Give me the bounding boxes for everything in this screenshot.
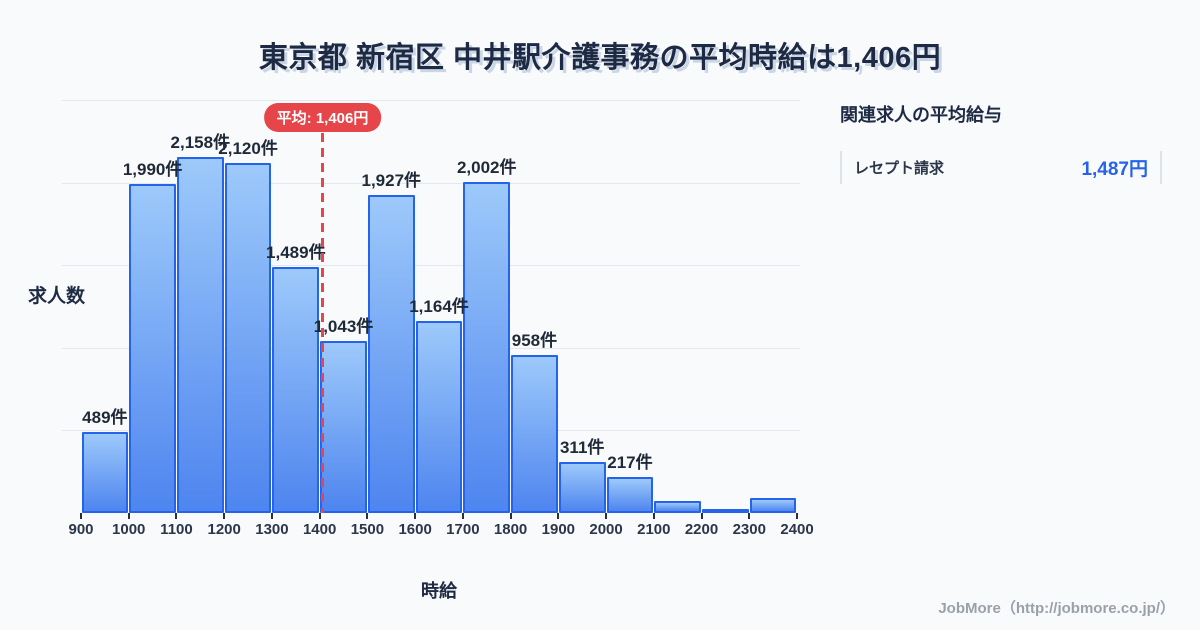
gridline bbox=[62, 182, 800, 184]
x-axis-tick-label: 1000 bbox=[112, 521, 146, 538]
histogram-bar bbox=[129, 184, 176, 513]
histogram-bar bbox=[511, 354, 558, 513]
x-axis-tick-label: 1800 bbox=[493, 521, 528, 538]
related-jobs-panel: 関連求人の平均給与 レセプト請求 1,487円 bbox=[840, 101, 1162, 184]
x-axis-tick-label: 2400 bbox=[780, 521, 814, 538]
x-axis-tick bbox=[318, 513, 321, 519]
gridline bbox=[62, 100, 800, 101]
x-axis-title: 時給 bbox=[421, 581, 457, 601]
histogram-bar bbox=[749, 498, 797, 513]
x-axis-tick bbox=[509, 513, 512, 519]
bar-value-label: 1,489件 bbox=[266, 243, 326, 263]
bar-value-label: 2,158件 bbox=[170, 132, 231, 152]
x-axis-tick bbox=[127, 513, 130, 519]
average-badge: 平均: 1,406円 bbox=[263, 103, 382, 132]
average-line bbox=[321, 133, 325, 513]
wage-histogram: 平均: 1,406円 489件 1,990件 2,158件 2,120件 1,489件 1… bbox=[28, 100, 814, 601]
histogram-bar bbox=[224, 162, 272, 513]
x-axis-tick bbox=[557, 513, 560, 519]
x-axis-tick-label: 2100 bbox=[637, 521, 671, 538]
bar-value-label: 311件 bbox=[559, 437, 605, 457]
x-axis-tick bbox=[270, 513, 273, 519]
bar-value-label: 1,043件 bbox=[313, 316, 374, 336]
x-axis-tick-label: 1900 bbox=[541, 521, 576, 538]
x-axis-tick-label: 2200 bbox=[684, 521, 719, 538]
x-axis-tick bbox=[461, 513, 464, 519]
bar-value-label: 217件 bbox=[607, 453, 653, 473]
histogram-bar bbox=[702, 509, 749, 513]
x-axis-tick-label: 1400 bbox=[302, 521, 337, 538]
x-axis-tick bbox=[700, 513, 703, 519]
histogram-bar bbox=[320, 340, 367, 513]
histogram-bar bbox=[606, 477, 654, 513]
x-axis-tick bbox=[80, 513, 82, 519]
related-job-label: レセプト請求 bbox=[854, 160, 945, 177]
bar-value-label: 1,164件 bbox=[409, 296, 469, 316]
x-axis-tick-label: 1300 bbox=[255, 521, 289, 538]
jobmore-credit: JobMore（http://jobmore.co.jp/） bbox=[938, 600, 1175, 617]
page-title: 東京都 新宿区 中井駅介護事務の平均時給は1,406円 bbox=[258, 42, 942, 74]
histogram-bar bbox=[367, 194, 415, 513]
histogram-bar bbox=[176, 156, 224, 513]
related-jobs-heading: 関連求人の平均給与 bbox=[840, 105, 1002, 125]
histogram-bar bbox=[272, 267, 320, 513]
x-axis-tick bbox=[605, 513, 608, 519]
histogram-bar bbox=[654, 501, 702, 513]
x-axis-tick bbox=[175, 513, 178, 519]
bar-value-label: 1,927件 bbox=[361, 170, 422, 190]
x-axis-tick bbox=[748, 513, 751, 519]
bar-value-label: 1,990件 bbox=[122, 160, 183, 180]
related-job-value: 1,487円 bbox=[1081, 159, 1148, 180]
x-axis-tick-label: 900 bbox=[68, 521, 94, 538]
histogram-bar bbox=[81, 432, 129, 513]
x-axis-tick-label: 1700 bbox=[446, 521, 480, 538]
related-job-row: レセプト請求 1,487円 bbox=[840, 151, 1162, 184]
x-axis-tick-label: 2000 bbox=[589, 521, 623, 538]
x-axis-tick-label: 1100 bbox=[160, 521, 193, 538]
x-axis-tick-label: 1500 bbox=[350, 521, 385, 538]
x-axis-tick bbox=[366, 513, 369, 519]
x-axis-tick bbox=[796, 513, 798, 519]
x-axis-tick-label: 2300 bbox=[732, 521, 766, 538]
y-axis-title: 求人数 bbox=[28, 286, 86, 307]
x-axis-tick bbox=[223, 513, 226, 519]
x-axis-tick bbox=[652, 513, 655, 519]
histogram-plot-area: 平均: 1,406円 489件 1,990件 2,158件 2,120件 1,489件 1… bbox=[62, 100, 814, 538]
histogram-bar bbox=[463, 182, 511, 513]
histogram-bar bbox=[558, 461, 606, 513]
bar-value-label: 958件 bbox=[511, 330, 558, 350]
bar-value-label: 489件 bbox=[82, 408, 128, 428]
bar-value-label: 2,002件 bbox=[456, 158, 517, 178]
gridline bbox=[62, 265, 800, 267]
x-axis-tick-label: 1600 bbox=[398, 521, 432, 538]
x-axis-tick-label: 1200 bbox=[207, 521, 241, 538]
histogram-bar bbox=[415, 320, 463, 513]
x-axis-tick bbox=[414, 513, 417, 519]
bar-value-label: 2,120件 bbox=[218, 138, 278, 158]
